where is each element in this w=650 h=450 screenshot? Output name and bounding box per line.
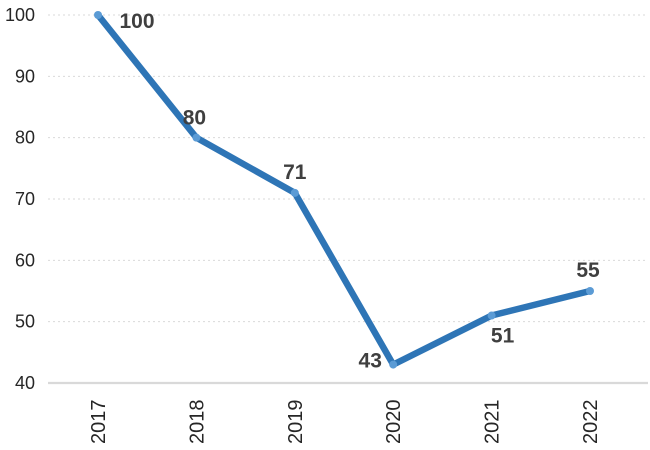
y-tick-label-90: 90 [15, 66, 35, 86]
x-axis-label-2022: 2022 [580, 400, 602, 445]
series-line [94, 11, 594, 368]
x-axis-label-2019: 2019 [285, 400, 307, 445]
y-tick-label-80: 80 [15, 128, 35, 148]
data-point-marker-2017 [94, 11, 102, 19]
data-label-2021: 51 [491, 325, 515, 348]
x-axis-label-2020: 2020 [383, 400, 405, 445]
data-point-marker-2019 [290, 188, 299, 197]
y-tick-label-70: 70 [15, 189, 35, 209]
data-point-marker-2022 [586, 287, 594, 295]
data-label-2017: 100 [119, 10, 154, 33]
data-label-2019: 71 [283, 161, 307, 184]
y-tick-label-100: 100 [5, 5, 35, 25]
data-label-2018: 80 [183, 107, 206, 130]
data-point-marker-2020 [389, 360, 398, 369]
data-label-2022: 55 [576, 259, 600, 282]
x-axis-label-2018: 2018 [186, 400, 208, 445]
data-label-2020: 43 [359, 350, 382, 373]
y-tick-label-40: 40 [15, 373, 35, 393]
data-point-marker-2018 [192, 133, 201, 142]
y-tick-label-50: 50 [15, 312, 35, 332]
x-axis-label-2017: 2017 [88, 400, 110, 445]
x-axis-label-2021: 2021 [482, 400, 504, 445]
y-tick-label-60: 60 [15, 250, 35, 270]
data-point-marker-2021 [487, 311, 496, 320]
